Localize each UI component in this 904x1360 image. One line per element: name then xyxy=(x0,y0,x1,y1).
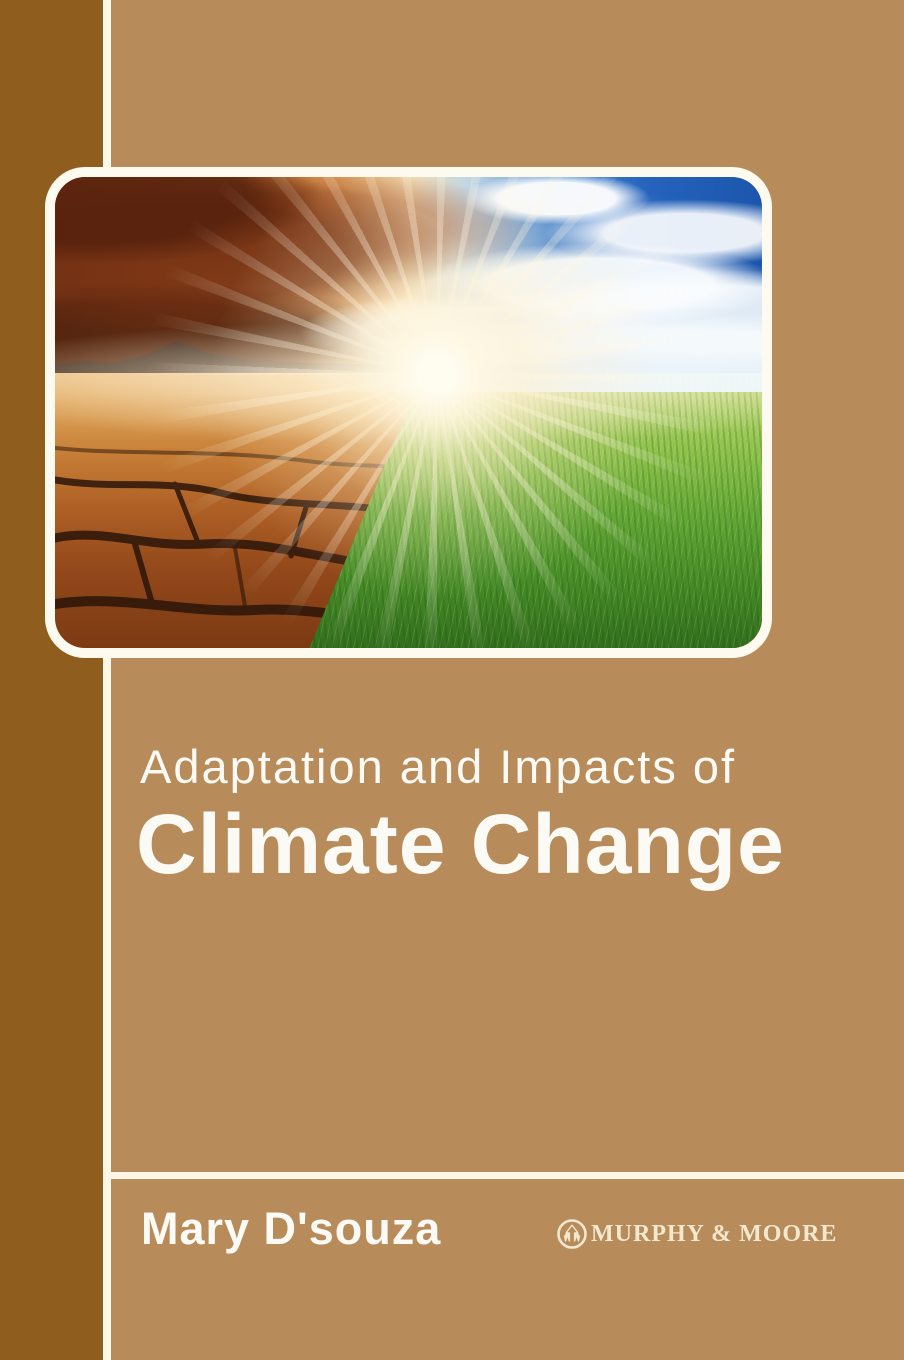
author-name: Mary D'souza xyxy=(141,1203,442,1254)
sun-glow xyxy=(55,177,762,648)
publisher-logo: MURPHY & MOORE xyxy=(556,1216,837,1252)
book-title: Adaptation and Impacts of Climate Change xyxy=(136,737,785,891)
title-line-2: Climate Change xyxy=(136,797,785,891)
cover-photo-frame xyxy=(45,167,772,658)
climate-landscape-photo xyxy=(55,177,762,648)
publisher-name: MURPHY & MOORE xyxy=(591,1220,838,1247)
footer-divider-line xyxy=(103,1172,904,1179)
murphy-moore-logo-icon xyxy=(557,1219,587,1249)
vertical-stripe xyxy=(103,0,111,1360)
title-line-1: Adaptation and Impacts of xyxy=(140,740,737,793)
